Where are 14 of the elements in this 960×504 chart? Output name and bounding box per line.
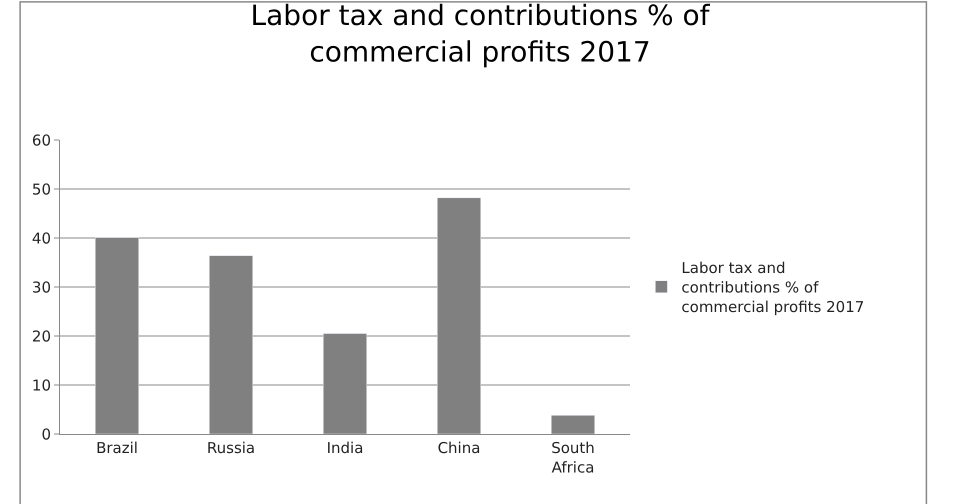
y-tick-label: 0 bbox=[41, 425, 51, 444]
legend-label: Labor tax and contributions % of commercial profits 2017 bbox=[681, 259, 864, 316]
x-tick-label: India bbox=[326, 439, 364, 457]
chart-title: Labor tax and contributions % of commercial profits 2017 bbox=[250, 0, 711, 69]
y-tick-label: 60 bbox=[32, 131, 51, 150]
y-tick-label: 10 bbox=[32, 376, 51, 394]
x-tick-label: China bbox=[438, 439, 480, 457]
y-tick-label: 50 bbox=[32, 180, 51, 198]
y-tick-label: 40 bbox=[32, 229, 51, 248]
y-tick-label: 30 bbox=[32, 278, 51, 296]
x-tick-label: South Africa bbox=[551, 439, 595, 476]
x-tick-label: Brazil bbox=[96, 439, 138, 457]
x-tick-label: Russia bbox=[206, 439, 256, 457]
y-tick-label: 20 bbox=[32, 327, 51, 346]
